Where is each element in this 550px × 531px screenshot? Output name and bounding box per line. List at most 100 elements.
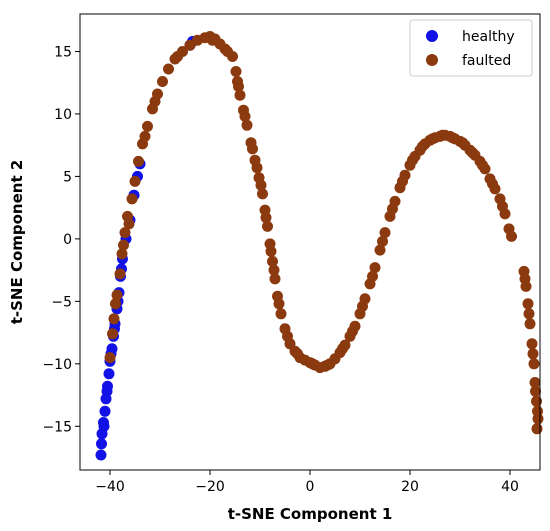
plot-area-frame bbox=[79, 13, 541, 471]
point-faulted-98 bbox=[107, 328, 118, 340]
point-faulted-5 bbox=[126, 193, 138, 205]
point-faulted-34 bbox=[262, 220, 273, 232]
point-faulted-105 bbox=[172, 51, 183, 62]
point-healthy-23 bbox=[98, 420, 110, 432]
point-faulted-125 bbox=[377, 235, 388, 247]
point-faulted-102 bbox=[123, 218, 135, 230]
y-axis-label: t-SNE Component 2 bbox=[8, 160, 26, 325]
point-faulted-111 bbox=[251, 162, 263, 174]
point-healthy-1 bbox=[96, 438, 107, 450]
x-tick-label-0: 0 bbox=[306, 479, 315, 495]
point-faulted-9 bbox=[142, 120, 153, 132]
point-faulted-118 bbox=[292, 348, 303, 360]
point-faulted-127 bbox=[397, 175, 408, 187]
point-faulted-97 bbox=[104, 352, 116, 364]
point-faulted-0 bbox=[111, 289, 123, 301]
point-faulted-113 bbox=[260, 212, 272, 224]
point-faulted-140 bbox=[527, 348, 539, 360]
point-faulted-59 bbox=[374, 244, 386, 256]
point-faulted-24 bbox=[230, 66, 242, 77]
point-faulted-101 bbox=[118, 239, 129, 251]
point-faulted-6 bbox=[129, 175, 141, 187]
point-faulted-93 bbox=[529, 377, 541, 388]
point-faulted-7 bbox=[133, 155, 144, 167]
point-faulted-122 bbox=[347, 325, 358, 337]
point-faulted-37 bbox=[269, 273, 281, 285]
point-faulted-39 bbox=[275, 308, 287, 320]
point-faulted-128 bbox=[407, 154, 418, 166]
legend-label-faulted: faulted bbox=[462, 53, 511, 69]
point-faulted-135 bbox=[477, 159, 488, 171]
y-tick-label--10: −10 bbox=[42, 357, 72, 373]
point-faulted-129 bbox=[417, 140, 428, 152]
point-faulted-132 bbox=[447, 132, 458, 144]
legend-box bbox=[409, 19, 533, 77]
point-faulted-91 bbox=[526, 338, 538, 350]
point-faulted-133 bbox=[457, 137, 468, 149]
legend-marker-healthy bbox=[426, 30, 438, 42]
point-faulted-104 bbox=[149, 96, 161, 107]
legend-marker-faulted bbox=[426, 54, 438, 66]
point-faulted-121 bbox=[337, 343, 348, 355]
point-faulted-103 bbox=[139, 130, 151, 142]
point-faulted-96 bbox=[531, 423, 543, 435]
point-faulted-110 bbox=[247, 143, 258, 155]
legend-label-healthy: healthy bbox=[462, 29, 515, 45]
point-faulted-139 bbox=[523, 308, 535, 320]
point-healthy-0 bbox=[95, 449, 107, 461]
point-faulted-141 bbox=[530, 385, 541, 397]
point-faulted-123 bbox=[357, 300, 368, 312]
axis-ticks: −40 −20 0 20 40 −15 −10 −5 0 5 10 15 bbox=[42, 44, 518, 495]
point-faulted-109 bbox=[239, 110, 251, 122]
point-healthy-4 bbox=[99, 405, 111, 417]
point-faulted-134 bbox=[467, 147, 478, 159]
x-tick-label--40: −40 bbox=[95, 479, 125, 495]
point-faulted-32 bbox=[257, 188, 268, 200]
point-faulted-26 bbox=[234, 89, 246, 101]
point-faulted-112 bbox=[255, 179, 267, 191]
point-faulted-94 bbox=[531, 395, 542, 407]
points-layer bbox=[95, 31, 544, 461]
point-faulted-13 bbox=[163, 63, 174, 75]
point-faulted-120 bbox=[322, 359, 333, 371]
y-tick-label-5: 5 bbox=[63, 169, 72, 185]
y-tick-label-0: 0 bbox=[63, 232, 72, 248]
point-faulted-119 bbox=[307, 358, 318, 370]
point-faulted-36 bbox=[267, 255, 278, 267]
point-faulted-12 bbox=[157, 76, 168, 87]
point-faulted-114 bbox=[265, 245, 277, 257]
y-tick-label--5: −5 bbox=[51, 294, 72, 310]
point-faulted-1 bbox=[114, 268, 126, 280]
y-tick-label-10: 10 bbox=[54, 107, 72, 123]
legend: healthy faulted bbox=[409, 19, 533, 77]
point-faulted-92 bbox=[528, 358, 540, 370]
point-faulted-89 bbox=[522, 298, 534, 310]
x-tick-label--20: −20 bbox=[195, 479, 225, 495]
point-faulted-136 bbox=[487, 178, 498, 190]
point-faulted-60 bbox=[379, 227, 391, 239]
point-faulted-3 bbox=[119, 227, 131, 239]
point-faulted-142 bbox=[532, 405, 543, 417]
point-faulted-90 bbox=[524, 318, 536, 330]
point-faulted-108 bbox=[233, 81, 244, 92]
point-faulted-100 bbox=[110, 298, 121, 310]
point-faulted-137 bbox=[497, 200, 508, 212]
point-faulted-115 bbox=[268, 264, 280, 276]
x-axis-label: t-SNE Component 1 bbox=[228, 505, 393, 523]
point-faulted-130 bbox=[427, 133, 438, 145]
point-faulted-117 bbox=[282, 330, 293, 342]
point-faulted-107 bbox=[222, 46, 233, 57]
point-faulted-116 bbox=[273, 298, 285, 310]
point-faulted-2 bbox=[116, 248, 128, 260]
x-tick-label-40: 40 bbox=[501, 479, 519, 495]
point-faulted-138 bbox=[519, 273, 531, 285]
point-healthy-24 bbox=[101, 385, 113, 397]
point-faulted-106 bbox=[207, 34, 218, 46]
point-healthy-7 bbox=[103, 368, 115, 380]
point-faulted-28 bbox=[241, 119, 253, 131]
x-tick-label-20: 20 bbox=[401, 479, 419, 495]
point-faulted-58 bbox=[369, 262, 381, 274]
point-faulted-99 bbox=[108, 313, 120, 325]
point-faulted-124 bbox=[367, 270, 378, 282]
